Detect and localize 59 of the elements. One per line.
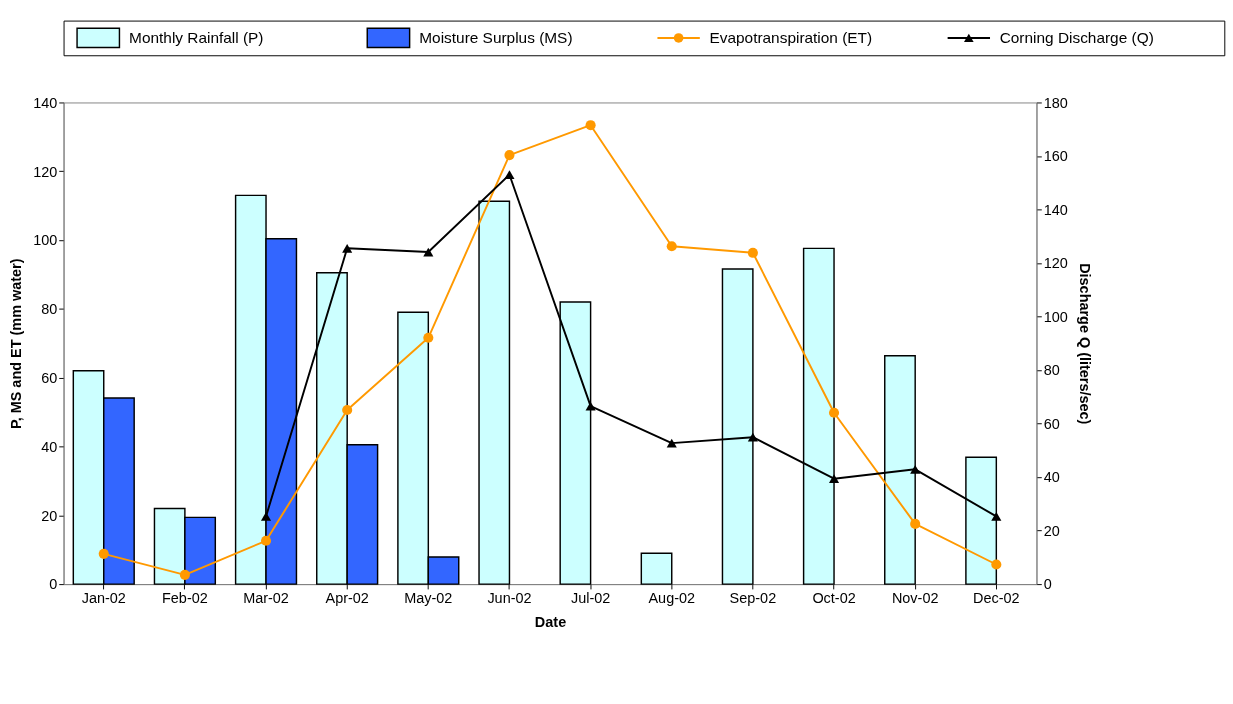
y2-axis-title: Discharge Q (liters/sec): [1077, 263, 1094, 425]
y-tick-label: 120: [33, 163, 58, 180]
y2-tick-label: 60: [1043, 415, 1060, 432]
x-tick-label: Jul-02: [570, 589, 611, 606]
x-tick-label: Feb-02: [162, 589, 208, 606]
point: [910, 464, 921, 474]
legend-label: Corning Discharge (Q): [999, 28, 1154, 46]
y2-tick-label: 20: [1043, 522, 1060, 539]
point: [179, 569, 190, 580]
point: [260, 512, 272, 521]
point: [747, 432, 758, 442]
x-tick-label: May-02: [404, 589, 453, 606]
x-tick-label: Nov-02: [891, 589, 939, 606]
y-tick-label: 20: [41, 507, 58, 524]
x-tick-label: Apr-02: [325, 589, 369, 606]
y2-tick-label: 180: [1043, 94, 1068, 111]
point: [991, 559, 1002, 570]
point: [98, 548, 109, 559]
point: [828, 407, 840, 418]
y2-tick-label: 140: [1043, 201, 1068, 218]
y-tick-label: 100: [33, 232, 58, 249]
point: [910, 518, 921, 529]
point: [260, 535, 272, 546]
y-tick-label: 140: [33, 94, 58, 111]
x-tick-label: Sep-02: [729, 589, 777, 606]
x-tick-label: Dec-02: [973, 589, 1020, 606]
point: [342, 243, 353, 253]
point: [585, 401, 596, 411]
y2-tick-label: 80: [1043, 362, 1060, 379]
point: [423, 247, 434, 257]
y-tick-label: 80: [41, 301, 58, 318]
point: [828, 474, 840, 484]
legend-label: Evapotranspiration (ET): [709, 28, 873, 46]
x-tick-label: Jan-02: [81, 589, 126, 606]
point: [666, 241, 677, 252]
x-tick-label: Jun-02: [487, 589, 532, 606]
x-tick-label: Aug-02: [648, 589, 696, 606]
y-tick-label: 0: [49, 576, 58, 593]
legend-label: Moisture Surplus (MS): [419, 28, 573, 46]
point: [991, 512, 1002, 521]
x-tick-label: Mar-02: [243, 589, 289, 606]
point: [504, 150, 515, 161]
x-axis-title: Date: [534, 613, 567, 630]
y2-tick-label: 40: [1043, 469, 1060, 486]
y2-tick-label: 120: [1043, 255, 1068, 272]
point: [342, 405, 353, 416]
point: [747, 247, 758, 258]
point: [585, 120, 596, 131]
y2-tick-label: 160: [1043, 148, 1068, 165]
x-tick-label: Oct-02: [812, 589, 856, 606]
y-tick-label: 40: [41, 438, 58, 455]
y-axis-title: P, MS and ET (mm water): [7, 258, 24, 430]
y2-tick-label: 0: [1043, 576, 1052, 593]
y2-tick-label: 100: [1043, 308, 1068, 325]
legend-label: Monthly Rainfall (P): [129, 28, 264, 46]
y-tick-label: 60: [41, 370, 58, 386]
point: [504, 170, 515, 180]
point: [423, 332, 434, 343]
bar: [640, 552, 673, 585]
